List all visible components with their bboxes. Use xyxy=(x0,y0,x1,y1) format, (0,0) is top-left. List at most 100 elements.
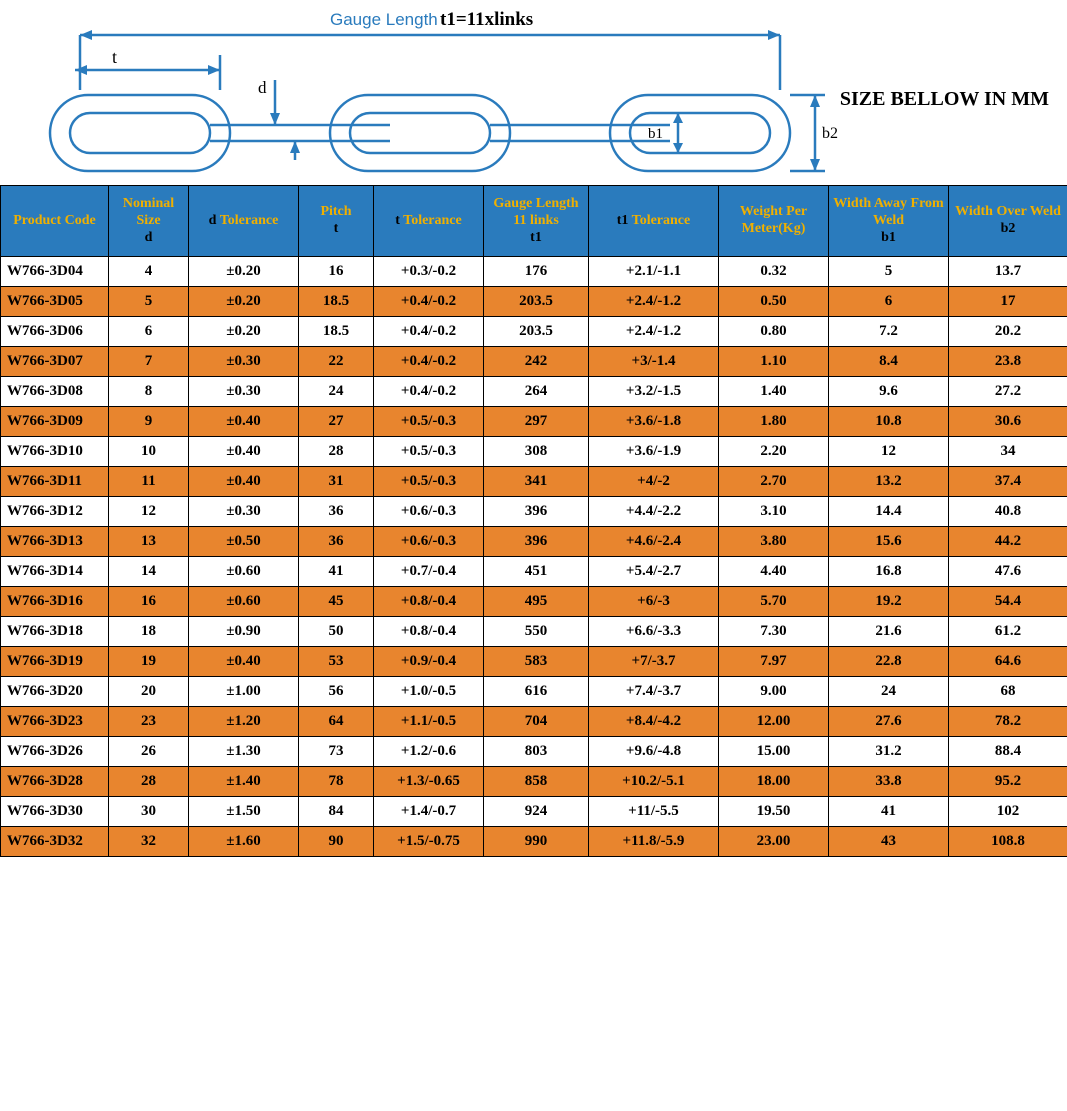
table-row: W766-3D2323±1.2064+1.1/-0.5704+8.4/-4.21… xyxy=(1,707,1067,737)
table-row: W766-3D1818±0.9050+0.8/-0.4550+6.6/-3.37… xyxy=(1,617,1067,647)
spec-table: Product CodeNominal Size dd TolerancePit… xyxy=(0,185,1067,857)
table-cell: 264 xyxy=(484,377,589,407)
table-cell: 1.80 xyxy=(719,407,829,437)
table-cell: 64 xyxy=(299,707,374,737)
table-cell: ±0.20 xyxy=(189,287,299,317)
table-cell: 4 xyxy=(109,257,189,287)
table-cell: +1.2/-0.6 xyxy=(374,737,484,767)
table-cell: 3.10 xyxy=(719,497,829,527)
column-header: Width Over Weldb2 xyxy=(949,186,1067,257)
table-cell: 108.8 xyxy=(949,827,1067,857)
table-cell: 9 xyxy=(109,407,189,437)
column-header: Width Away From Weldb1 xyxy=(829,186,949,257)
table-cell: +0.6/-0.3 xyxy=(374,527,484,557)
table-cell: 16 xyxy=(109,587,189,617)
table-cell: 7.97 xyxy=(719,647,829,677)
table-cell: 31.2 xyxy=(829,737,949,767)
table-cell: 44.2 xyxy=(949,527,1067,557)
table-cell: +7.4/-3.7 xyxy=(589,677,719,707)
table-cell: W766-3D04 xyxy=(1,257,109,287)
table-cell: W766-3D09 xyxy=(1,407,109,437)
table-cell: 616 xyxy=(484,677,589,707)
table-cell: ±0.20 xyxy=(189,257,299,287)
table-cell: +3.6/-1.9 xyxy=(589,437,719,467)
table-cell: 19.2 xyxy=(829,587,949,617)
table-cell: 0.32 xyxy=(719,257,829,287)
table-cell: W766-3D13 xyxy=(1,527,109,557)
table-cell: 16.8 xyxy=(829,557,949,587)
table-cell: +8.4/-4.2 xyxy=(589,707,719,737)
table-cell: ±1.20 xyxy=(189,707,299,737)
table-cell: 34 xyxy=(949,437,1067,467)
table-cell: 858 xyxy=(484,767,589,797)
table-cell: 18.5 xyxy=(299,287,374,317)
column-header: Product Code xyxy=(1,186,109,257)
table-row: W766-3D066±0.2018.5+0.4/-0.2203.5+2.4/-1… xyxy=(1,317,1067,347)
table-row: W766-3D055±0.2018.5+0.4/-0.2203.5+2.4/-1… xyxy=(1,287,1067,317)
table-cell: W766-3D23 xyxy=(1,707,109,737)
table-cell: 3.80 xyxy=(719,527,829,557)
table-cell: ±0.40 xyxy=(189,437,299,467)
table-cell: ±0.60 xyxy=(189,587,299,617)
table-cell: 10.8 xyxy=(829,407,949,437)
chain-diagram: Gauge Length t1=11xlinks t d b1 b2 SIZE … xyxy=(0,0,1067,185)
table-cell: +1.4/-0.7 xyxy=(374,797,484,827)
table-cell: 90 xyxy=(299,827,374,857)
table-cell: 15.6 xyxy=(829,527,949,557)
table-cell: 53 xyxy=(299,647,374,677)
table-cell: 40.8 xyxy=(949,497,1067,527)
chain-svg: Gauge Length t1=11xlinks t d b1 b2 xyxy=(0,0,840,185)
table-cell: 495 xyxy=(484,587,589,617)
b2-label: b2 xyxy=(822,125,838,142)
table-cell: 32 xyxy=(109,827,189,857)
table-row: W766-3D1111±0.4031+0.5/-0.3341+4/-22.701… xyxy=(1,467,1067,497)
table-row: W766-3D1313±0.5036+0.6/-0.3396+4.6/-2.43… xyxy=(1,527,1067,557)
table-cell: 341 xyxy=(484,467,589,497)
table-cell: 68 xyxy=(949,677,1067,707)
table-cell: 12 xyxy=(109,497,189,527)
table-row: W766-3D1414±0.6041+0.7/-0.4451+5.4/-2.74… xyxy=(1,557,1067,587)
table-cell: ±0.40 xyxy=(189,467,299,497)
column-header: Nominal Size d xyxy=(109,186,189,257)
column-header: d Tolerance xyxy=(189,186,299,257)
table-cell: +5.4/-2.7 xyxy=(589,557,719,587)
table-cell: +11.8/-5.9 xyxy=(589,827,719,857)
table-cell: 8 xyxy=(109,377,189,407)
table-cell: 5 xyxy=(829,257,949,287)
table-cell: 14.4 xyxy=(829,497,949,527)
table-row: W766-3D1616±0.6045+0.8/-0.4495+6/-35.701… xyxy=(1,587,1067,617)
table-cell: 78 xyxy=(299,767,374,797)
table-cell: +0.3/-0.2 xyxy=(374,257,484,287)
table-cell: 1.10 xyxy=(719,347,829,377)
table-cell: 27 xyxy=(299,407,374,437)
table-cell: +9.6/-4.8 xyxy=(589,737,719,767)
table-cell: +0.8/-0.4 xyxy=(374,617,484,647)
table-cell: +11/-5.5 xyxy=(589,797,719,827)
size-note: SIZE BELLOW IN MM xyxy=(840,88,1049,111)
table-cell: +10.2/-5.1 xyxy=(589,767,719,797)
table-row: W766-3D1010±0.4028+0.5/-0.3308+3.6/-1.92… xyxy=(1,437,1067,467)
table-row: W766-3D044±0.2016+0.3/-0.2176+2.1/-1.10.… xyxy=(1,257,1067,287)
table-cell: 23 xyxy=(109,707,189,737)
table-cell: 176 xyxy=(484,257,589,287)
table-cell: W766-3D18 xyxy=(1,617,109,647)
table-cell: 22 xyxy=(299,347,374,377)
table-cell: +4.6/-2.4 xyxy=(589,527,719,557)
table-row: W766-3D1919±0.4053+0.9/-0.4583+7/-3.77.9… xyxy=(1,647,1067,677)
table-cell: 704 xyxy=(484,707,589,737)
table-cell: 26 xyxy=(109,737,189,767)
table-cell: +6/-3 xyxy=(589,587,719,617)
table-cell: 24 xyxy=(299,377,374,407)
table-cell: 36 xyxy=(299,497,374,527)
column-header: Pitch t xyxy=(299,186,374,257)
table-cell: 31 xyxy=(299,467,374,497)
table-cell: 12 xyxy=(829,437,949,467)
table-cell: W766-3D19 xyxy=(1,647,109,677)
table-cell: W766-3D32 xyxy=(1,827,109,857)
table-cell: +4.4/-2.2 xyxy=(589,497,719,527)
table-cell: 9.00 xyxy=(719,677,829,707)
table-cell: 36 xyxy=(299,527,374,557)
table-cell: +0.6/-0.3 xyxy=(374,497,484,527)
table-cell: 64.6 xyxy=(949,647,1067,677)
table-cell: 2.70 xyxy=(719,467,829,497)
